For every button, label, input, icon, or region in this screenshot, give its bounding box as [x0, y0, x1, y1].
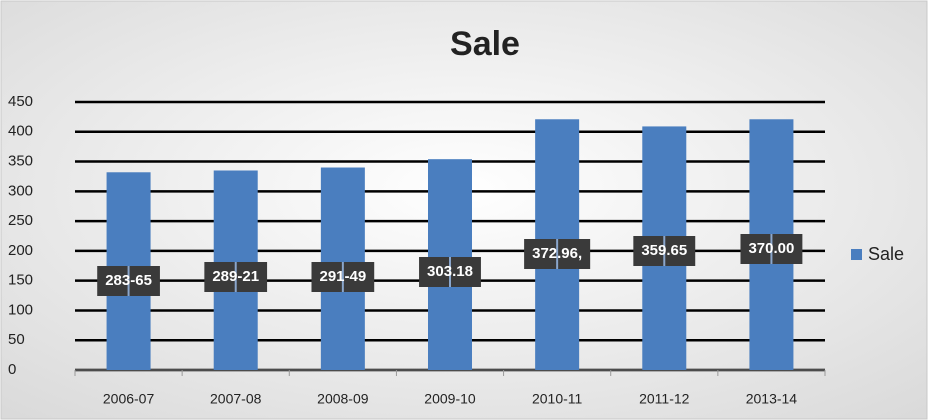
data-label-box — [524, 239, 591, 269]
data-label: 359.65 — [641, 242, 687, 259]
x-tick-label: 2010-11 — [532, 391, 583, 407]
legend-label: Sale — [868, 244, 904, 264]
x-tick-label: 2007-08 — [210, 391, 262, 407]
x-tick-label: 2013-14 — [746, 391, 798, 407]
y-tick-label: 150 — [8, 272, 33, 289]
y-tick-label: 300 — [8, 182, 33, 199]
data-label: 289-21 — [212, 268, 259, 285]
data-label-box — [419, 257, 481, 287]
data-label-box — [311, 262, 375, 292]
data-label-box — [97, 266, 160, 296]
y-tick-label: 100 — [8, 301, 33, 318]
x-tick-label: 2008-09 — [317, 391, 369, 407]
data-label: 283-65 — [105, 272, 152, 289]
y-tick-label: 350 — [8, 153, 33, 170]
y-tick-label: 0 — [8, 361, 16, 378]
y-tick-label: 250 — [8, 212, 33, 229]
data-label-box — [204, 262, 268, 292]
y-tick-label: 200 — [8, 242, 33, 259]
data-label: 303.18 — [427, 263, 473, 280]
x-tick-label: 2011-12 — [639, 391, 690, 407]
data-label-box — [633, 236, 696, 266]
legend-swatch — [851, 249, 862, 260]
data-label: 291-49 — [319, 268, 366, 285]
x-tick-label: 2006-07 — [103, 391, 155, 407]
data-label-box — [740, 234, 803, 264]
y-tick-label: 450 — [8, 93, 33, 110]
data-label: 372.96, — [532, 245, 582, 262]
y-tick-label: 400 — [8, 123, 33, 140]
data-label: 370.00 — [748, 240, 794, 257]
x-tick-label: 2009-10 — [424, 391, 476, 407]
chart-title: Sale — [450, 25, 520, 63]
y-tick-label: 50 — [8, 331, 25, 348]
